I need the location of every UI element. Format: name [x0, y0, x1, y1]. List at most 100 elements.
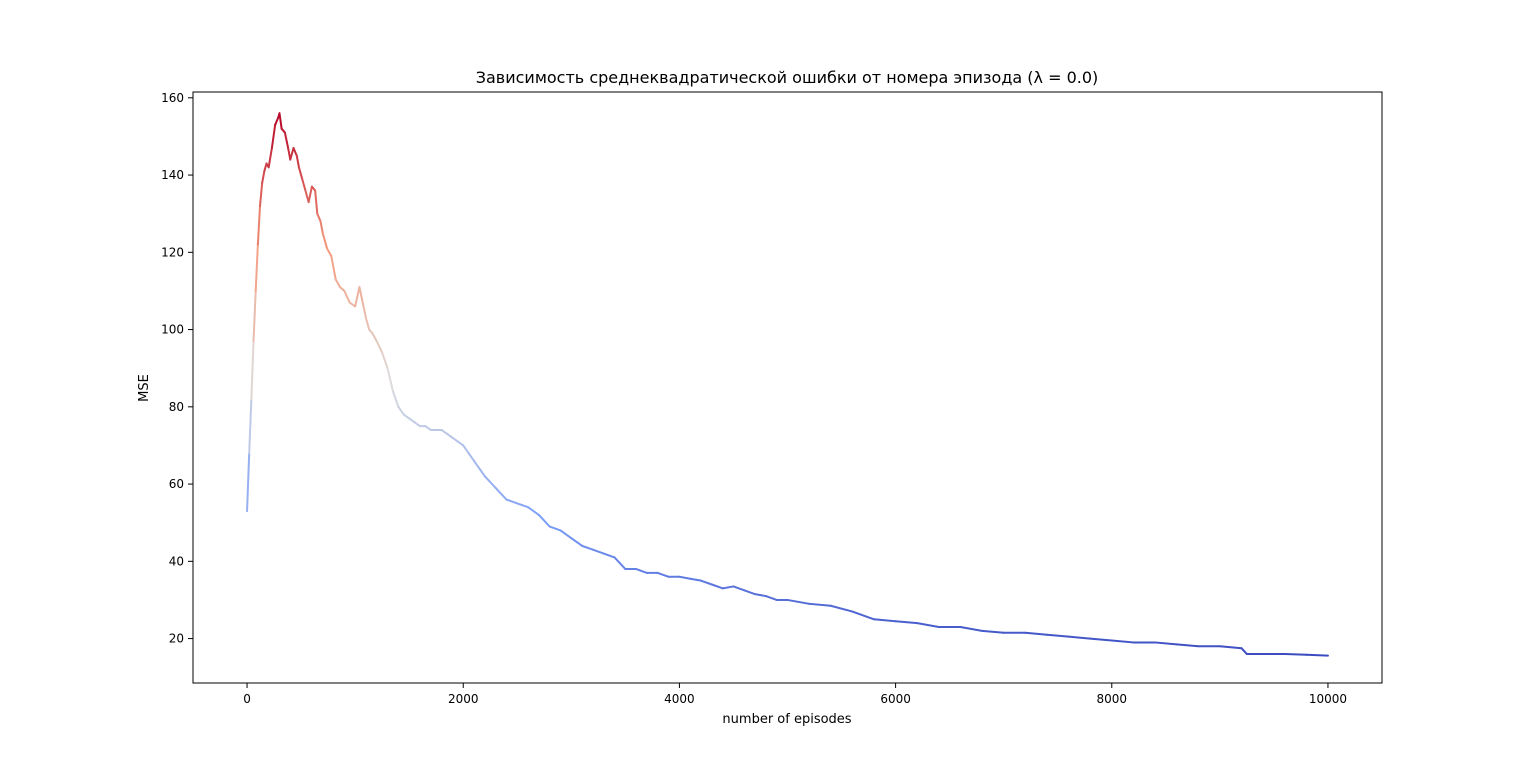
line-segment	[689, 577, 703, 582]
line-segment	[354, 286, 361, 308]
line-segment	[1067, 635, 1092, 640]
line-segment	[473, 459, 481, 470]
y-tick-label: 80	[169, 400, 184, 414]
line-segment	[894, 620, 919, 625]
line-segment	[270, 123, 277, 150]
line-segment	[959, 625, 984, 632]
line-segment	[334, 278, 342, 289]
line-segment	[343, 289, 351, 304]
x-tick-label: 10000	[1309, 692, 1347, 706]
line-segment	[295, 154, 300, 169]
line-segment	[1240, 647, 1248, 656]
x-tick-label: 8000	[1096, 692, 1127, 706]
line-segment	[361, 301, 367, 319]
y-axis-label: MSE	[137, 374, 152, 402]
line-segment	[462, 444, 470, 455]
line-segment	[254, 243, 259, 292]
line-segment	[278, 112, 283, 130]
line-segment	[314, 189, 319, 215]
line-segment	[721, 585, 735, 590]
line-segment	[330, 255, 337, 281]
y-tick-label: 60	[169, 477, 184, 491]
line-segment	[537, 513, 551, 528]
line-segment	[248, 398, 253, 455]
x-tick-label: 6000	[880, 692, 911, 706]
line-segment	[613, 556, 627, 571]
line-segment	[451, 436, 459, 443]
data-line	[246, 112, 1329, 657]
line-segment	[1154, 641, 1178, 646]
line-segment	[743, 589, 757, 596]
line-segment	[250, 340, 255, 401]
line-segment	[259, 181, 264, 207]
line-segment	[316, 212, 322, 223]
line-segment	[570, 537, 584, 547]
line-segment	[548, 525, 562, 532]
line-segment	[635, 568, 648, 574]
line-segment	[267, 147, 273, 169]
line-segment	[1305, 653, 1329, 657]
line-segment	[505, 498, 519, 505]
x-tick-label: 2000	[448, 692, 479, 706]
line-segment	[364, 316, 371, 331]
chart-title: Зависимость среднеквадратической ошибки …	[476, 68, 1099, 87]
line-segment	[446, 432, 454, 439]
line-segment	[516, 502, 530, 509]
line-segment	[256, 204, 262, 246]
line-segment	[297, 166, 304, 180]
line-segment	[440, 428, 449, 435]
line-segment	[581, 544, 594, 551]
line-segment	[732, 585, 746, 592]
line-segment	[808, 602, 832, 607]
line-segment	[981, 629, 1005, 634]
line-segment	[467, 452, 476, 462]
line-segment	[1110, 639, 1135, 644]
y-axis: 20 40 60 80 100 120 140 160	[161, 91, 193, 646]
line-segment	[494, 486, 508, 501]
line-segment	[386, 367, 394, 393]
line-segment	[700, 579, 713, 586]
line-segment	[402, 413, 411, 420]
line-segment	[289, 147, 295, 161]
line-segment	[321, 231, 329, 250]
line-segment	[326, 247, 333, 258]
y-tick-label: 120	[161, 245, 184, 259]
line-segment	[483, 475, 497, 489]
line-segment	[678, 575, 692, 580]
line-segment	[916, 622, 940, 628]
line-segment	[559, 529, 573, 540]
line-segment	[252, 289, 257, 343]
plot-area-frame	[192, 91, 1383, 684]
line-segment	[656, 571, 670, 578]
y-tick-label: 160	[161, 91, 184, 105]
line-segment	[413, 421, 421, 428]
line-segment	[319, 220, 324, 234]
y-tick-label: 140	[161, 168, 184, 182]
line-segment	[591, 548, 605, 555]
line-segment	[786, 598, 811, 605]
line-segment	[292, 147, 298, 157]
line-segment	[274, 116, 280, 126]
line-segment	[1218, 645, 1243, 650]
x-tick-label: 0	[243, 692, 251, 706]
line-segment	[851, 610, 875, 621]
line-segment	[375, 340, 384, 354]
line-segment	[527, 506, 540, 516]
line-segment	[358, 286, 364, 304]
x-axis-label: number of episodes	[722, 712, 851, 727]
line-segment	[1089, 637, 1113, 642]
line-segment	[381, 351, 389, 370]
line-segment	[1045, 633, 1070, 638]
line-segment	[764, 595, 778, 601]
line-segment	[424, 425, 432, 431]
line-segment	[829, 604, 854, 613]
y-tick-label: 40	[169, 554, 184, 568]
line-segment	[1283, 653, 1308, 656]
line-segment	[391, 390, 400, 408]
y-tick-label: 20	[169, 632, 184, 646]
line-segment	[1175, 643, 1200, 648]
line-segment	[1024, 631, 1048, 636]
line-segment	[261, 170, 266, 184]
line-segment	[456, 440, 465, 447]
